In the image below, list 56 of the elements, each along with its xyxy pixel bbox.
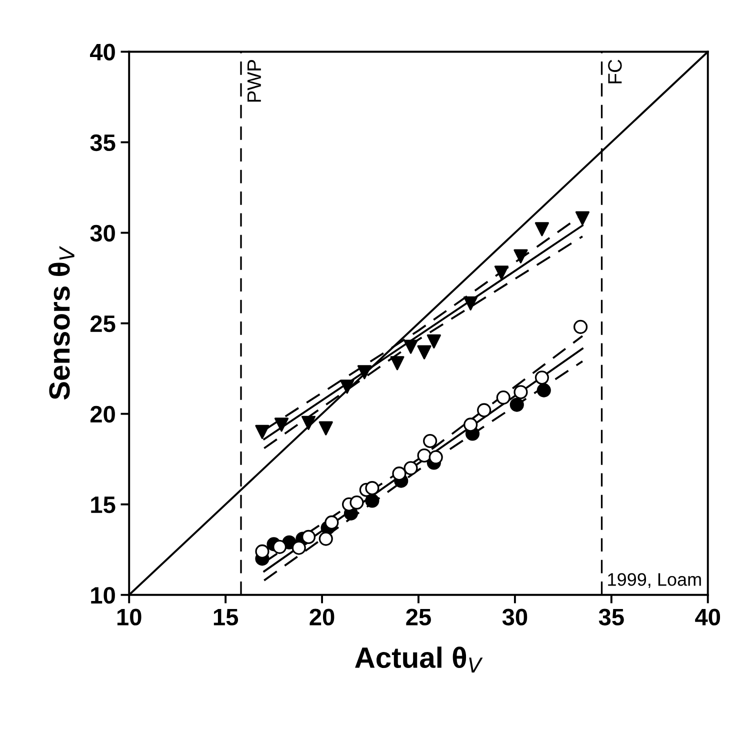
point [534, 370, 550, 385]
x-tick-label: 20 [310, 608, 334, 626]
x-axis-title: Actual θ$_{V}$ [355, 646, 483, 673]
point [324, 515, 339, 530]
point [494, 266, 508, 280]
point [255, 424, 270, 439]
y-tick-label: 10 [91, 586, 115, 604]
point [426, 334, 441, 348]
y-axis-title: Sensors θ$_{V}$ [48, 246, 74, 400]
y-tick-label: 30 [90, 224, 115, 242]
point [274, 418, 289, 432]
point [301, 416, 316, 430]
point [428, 450, 443, 464]
point [404, 340, 418, 354]
point [292, 540, 306, 555]
point [514, 385, 528, 400]
point [255, 544, 270, 558]
x-tick-label: 30 [502, 608, 528, 626]
point [417, 345, 432, 360]
point [392, 466, 406, 481]
point [365, 481, 380, 496]
point [365, 494, 380, 508]
point [350, 496, 364, 510]
x-tick-label: 10 [117, 608, 142, 626]
point [340, 380, 354, 394]
point [510, 398, 524, 412]
point [390, 356, 404, 370]
point [318, 421, 333, 436]
point [573, 320, 588, 334]
point [301, 530, 316, 544]
x-tick-label: 25 [406, 608, 431, 626]
point [575, 211, 590, 226]
point [272, 540, 287, 554]
point [423, 434, 438, 448]
point [464, 296, 478, 310]
point [477, 403, 492, 418]
ref-line-label: PWP [248, 60, 261, 102]
point [417, 448, 432, 463]
point [464, 418, 478, 432]
point [536, 383, 551, 398]
y-tick-label: 25 [90, 315, 116, 332]
point [404, 461, 418, 476]
point [357, 365, 372, 380]
point [318, 532, 333, 546]
point [514, 249, 528, 264]
y-tick-label: 35 [90, 134, 116, 152]
x-tick-label: 35 [598, 608, 624, 626]
y-tick-label: 20 [90, 406, 115, 423]
y-tick-label: 15 [91, 496, 116, 514]
point [534, 222, 550, 236]
annotation: 1999, Loam [608, 573, 701, 588]
ref-line-label: FC [608, 60, 622, 84]
x-tick-label: 40 [695, 608, 720, 626]
point [496, 390, 510, 405]
x-tick-label: 15 [214, 608, 238, 626]
y-tick-label: 40 [90, 44, 115, 61]
